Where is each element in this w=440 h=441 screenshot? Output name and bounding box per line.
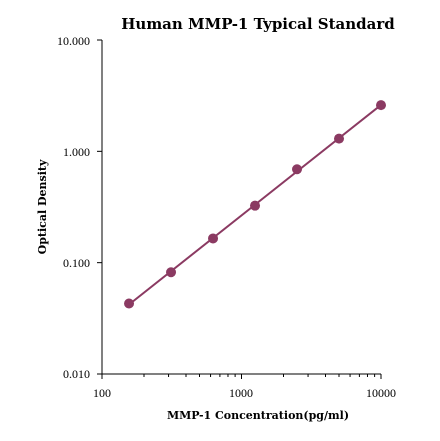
- chart-title: Human MMP-1 Typical Standard: [121, 15, 395, 33]
- y-tick-label: 1.000: [63, 145, 90, 159]
- y-tick-label: 10.000: [57, 34, 90, 48]
- data-point: [376, 100, 386, 111]
- y-tick-label: 0.010: [63, 367, 90, 381]
- x-tick-label: 10000: [366, 386, 396, 400]
- y-tick-label: 0.100: [63, 256, 90, 270]
- data-point: [250, 200, 261, 211]
- data-point: [292, 164, 303, 175]
- data-point: [208, 233, 219, 244]
- x-tick-label: 1000: [229, 386, 253, 400]
- x-axis-label: MMP-1 Concentration(pg/ml): [167, 409, 349, 422]
- data-point: [124, 298, 135, 309]
- data-point: [166, 267, 177, 278]
- x-tick-label: 100: [93, 386, 111, 400]
- plot-area: [124, 100, 386, 309]
- data-point: [334, 133, 345, 144]
- axis-ticks: [97, 39, 382, 379]
- y-axis-label: Optical Density: [36, 159, 49, 254]
